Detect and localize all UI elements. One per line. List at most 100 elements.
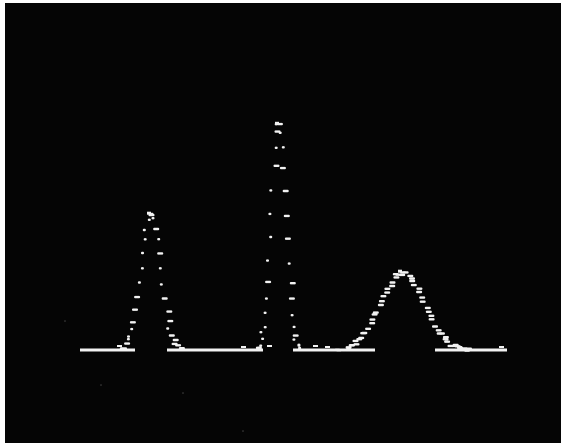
right-peak-dot bbox=[416, 287, 423, 290]
left-peak-dot bbox=[121, 347, 127, 350]
center-peak-dot bbox=[290, 314, 294, 317]
left-peak-dot bbox=[166, 327, 170, 330]
center-peak-dot bbox=[289, 282, 296, 285]
left-peak-dot bbox=[166, 310, 173, 313]
center-peak-dot bbox=[281, 146, 285, 149]
right-peak-dot bbox=[384, 291, 391, 294]
center-peak-dot bbox=[264, 297, 268, 300]
left-peak-dot bbox=[132, 308, 138, 311]
center-peak-dot bbox=[292, 325, 296, 329]
right-peak-dot bbox=[410, 283, 417, 287]
right-peak-dot bbox=[442, 338, 449, 341]
center-peak-dot bbox=[261, 337, 265, 340]
center-peak-apex bbox=[275, 121, 279, 125]
right-peak-dot bbox=[353, 343, 360, 346]
center-peak-dot bbox=[263, 326, 267, 329]
oscilloscope-photo bbox=[5, 3, 561, 443]
left-peak-dot bbox=[143, 238, 147, 241]
center-peak-dot bbox=[298, 346, 302, 350]
center-peak-dot bbox=[278, 131, 282, 134]
left-peak-dot bbox=[151, 217, 155, 220]
baseline-blip-3 bbox=[267, 345, 272, 347]
left-peak-dot bbox=[161, 297, 168, 300]
center-peak-dot bbox=[269, 235, 273, 239]
center-peak-dot bbox=[279, 166, 286, 170]
center-peak-dot bbox=[268, 212, 272, 216]
right-peak-dot bbox=[419, 296, 426, 299]
left-peak-apex bbox=[147, 211, 151, 215]
left-peak-dot bbox=[137, 281, 141, 284]
right-peak-dot bbox=[432, 325, 438, 328]
center-peak-dot bbox=[269, 189, 273, 192]
left-peak-dot bbox=[159, 283, 163, 286]
baseline-segment-4 bbox=[435, 348, 507, 352]
noise-speck-4 bbox=[100, 384, 102, 386]
right-peak-dot bbox=[435, 329, 442, 332]
right-peak-dot bbox=[464, 349, 471, 352]
left-peak-dot bbox=[153, 227, 160, 231]
left-peak-dot bbox=[157, 238, 161, 241]
noise-speck-2 bbox=[182, 392, 184, 394]
right-peak-dot bbox=[428, 318, 435, 321]
right-peak-dot bbox=[372, 311, 379, 314]
left-peak-dot bbox=[141, 251, 144, 255]
right-peak-dot bbox=[365, 327, 372, 330]
right-peak-dot bbox=[345, 346, 352, 349]
baseline-blip-5 bbox=[325, 346, 330, 348]
right-peak-dot bbox=[444, 340, 451, 343]
center-peak-dot bbox=[259, 331, 263, 334]
center-peak-dot bbox=[265, 280, 272, 284]
baseline-segment-3 bbox=[293, 348, 375, 352]
right-peak-dot bbox=[402, 271, 409, 274]
left-peak-dot bbox=[167, 319, 174, 323]
center-peak-dot bbox=[282, 189, 289, 193]
left-peak-dot bbox=[127, 335, 130, 338]
baseline-group bbox=[80, 345, 507, 352]
center-peak-dot bbox=[297, 344, 301, 347]
baseline-blip-2 bbox=[241, 346, 246, 348]
left-peak-dot bbox=[150, 212, 154, 216]
left-peak-dot bbox=[147, 218, 151, 221]
right-peak-dot bbox=[409, 277, 415, 280]
right-peak-dot bbox=[349, 344, 355, 347]
right-peak-dot bbox=[380, 295, 387, 298]
center-peak-dot bbox=[255, 346, 262, 349]
center-peak-dot bbox=[284, 237, 291, 240]
left-peak-dot bbox=[124, 342, 131, 345]
left-peak-dot bbox=[168, 334, 175, 337]
left-peak-dot bbox=[178, 347, 185, 350]
right-peak-dot bbox=[342, 348, 349, 352]
left-peak-dot bbox=[177, 348, 183, 352]
left-peak-dot bbox=[157, 252, 164, 255]
center-peak-dot bbox=[266, 259, 269, 262]
right-peak-dot bbox=[361, 331, 368, 335]
left-peak-dot bbox=[175, 344, 182, 347]
right-peak-dot bbox=[428, 314, 435, 317]
right-peak-dot bbox=[377, 303, 384, 307]
baseline-blip-4 bbox=[313, 345, 318, 347]
left-peak-dot bbox=[142, 228, 146, 232]
right-peak-dot bbox=[389, 281, 396, 284]
left-peak-dot bbox=[126, 338, 130, 341]
right-peak-dot bbox=[369, 322, 376, 325]
left-peak-dot bbox=[134, 295, 141, 299]
left-peak-dot bbox=[140, 267, 144, 270]
right-peak-dot bbox=[438, 332, 445, 335]
right-peak-dot bbox=[407, 274, 414, 278]
trace-dots bbox=[64, 121, 472, 432]
right-peak-dot bbox=[371, 313, 378, 316]
center-peak-dot bbox=[292, 334, 299, 337]
right-peak-apex bbox=[398, 269, 402, 273]
center-peak-dot bbox=[292, 338, 296, 341]
right-peak-dot bbox=[389, 284, 396, 288]
center-peak-dot bbox=[263, 311, 267, 314]
left-peak-dot bbox=[130, 327, 134, 331]
right-peak-dot bbox=[416, 290, 423, 294]
right-peak-dot bbox=[409, 279, 416, 283]
baseline-segment-2 bbox=[167, 348, 263, 352]
noise-speck-1 bbox=[64, 320, 66, 322]
baseline-blip-1 bbox=[117, 345, 122, 347]
right-peak-dot bbox=[378, 300, 385, 303]
right-peak-dot bbox=[384, 287, 391, 290]
